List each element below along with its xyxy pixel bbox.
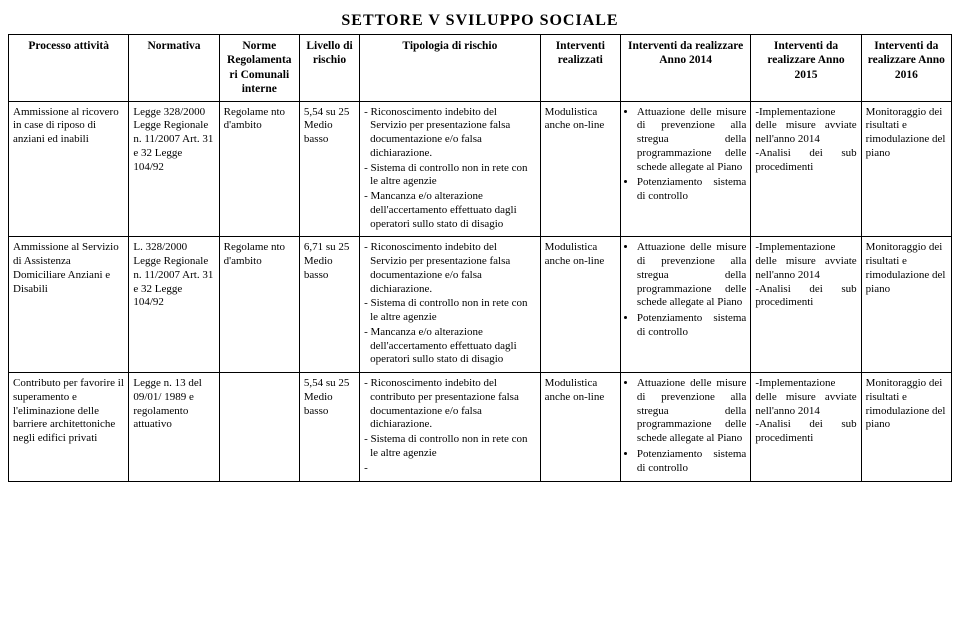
- col-processo: Processo attività: [9, 35, 129, 102]
- cell-processo: Ammissione al ricovero in case di riposo…: [9, 101, 129, 237]
- cell-realizzati: Modulistica anche on-line: [540, 237, 620, 373]
- cell-livello: 5,54 su 25 Medio basso: [299, 101, 359, 237]
- cell-norme: [219, 373, 299, 482]
- col-tipologia: Tipologia di rischio: [360, 35, 541, 102]
- cell-anno2016: Monitoraggio dei risultati e rimodulazio…: [861, 237, 951, 373]
- cell-realizzati: Modulistica anche on-line: [540, 101, 620, 237]
- table-row: Ammissione al Servizio di Assistenza Dom…: [9, 237, 952, 373]
- col-livello: Livello di rischio: [299, 35, 359, 102]
- col-anno2015: Interventi da realizzare Anno 2015: [751, 35, 861, 102]
- cell-normativa: Legge 328/2000 Legge Regionale n. 11/200…: [129, 101, 219, 237]
- col-norme: Norme Regolamenta ri Comunali interne: [219, 35, 299, 102]
- risk-table: Processo attività Normativa Norme Regola…: [8, 34, 952, 482]
- cell-norme: Regolame nto d'ambito: [219, 101, 299, 237]
- cell-anno2016: Monitoraggio dei risultati e rimodulazio…: [861, 373, 951, 482]
- document-title: SETTORE V SVILUPPO SOCIALE: [8, 12, 952, 30]
- col-normativa: Normativa: [129, 35, 219, 102]
- cell-anno2014: Attuazione delle misure di prevenzione a…: [620, 373, 750, 482]
- table-row: Contributo per favorire il superamento e…: [9, 373, 952, 482]
- cell-anno2015: -Implementazione delle misure avviate ne…: [751, 373, 861, 482]
- cell-tipologia: - Riconoscimento indebito del contributo…: [360, 373, 541, 482]
- cell-tipologia: - Riconoscimento indebito del Servizio p…: [360, 237, 541, 373]
- header-row: Processo attività Normativa Norme Regola…: [9, 35, 952, 102]
- cell-livello: 5,54 su 25 Medio basso: [299, 373, 359, 482]
- cell-norme: Regolame nto d'ambito: [219, 237, 299, 373]
- cell-anno2016: Monitoraggio dei risultati e rimodulazio…: [861, 101, 951, 237]
- cell-normativa: L. 328/2000 Legge Regionale n. 11/2007 A…: [129, 237, 219, 373]
- col-anno2016: Interventi da realizzare Anno 2016: [861, 35, 951, 102]
- cell-anno2014: Attuazione delle misure di prevenzione a…: [620, 101, 750, 237]
- cell-processo: Ammissione al Servizio di Assistenza Dom…: [9, 237, 129, 373]
- col-realizzati: Interventi realizzati: [540, 35, 620, 102]
- col-anno2014: Interventi da realizzare Anno 2014: [620, 35, 750, 102]
- table-body: Ammissione al ricovero in case di riposo…: [9, 101, 952, 482]
- cell-anno2015: -Implementazione delle misure avviate ne…: [751, 101, 861, 237]
- cell-anno2014: Attuazione delle misure di prevenzione a…: [620, 237, 750, 373]
- cell-realizzati: Modulistica anche on-line: [540, 373, 620, 482]
- table-row: Ammissione al ricovero in case di riposo…: [9, 101, 952, 237]
- cell-livello: 6,71 su 25 Medio basso: [299, 237, 359, 373]
- cell-normativa: Legge n. 13 del 09/01/ 1989 e regolament…: [129, 373, 219, 482]
- cell-processo: Contributo per favorire il superamento e…: [9, 373, 129, 482]
- cell-anno2015: -Implementazione delle misure avviate ne…: [751, 237, 861, 373]
- cell-tipologia: - Riconoscimento indebito del Servizio p…: [360, 101, 541, 237]
